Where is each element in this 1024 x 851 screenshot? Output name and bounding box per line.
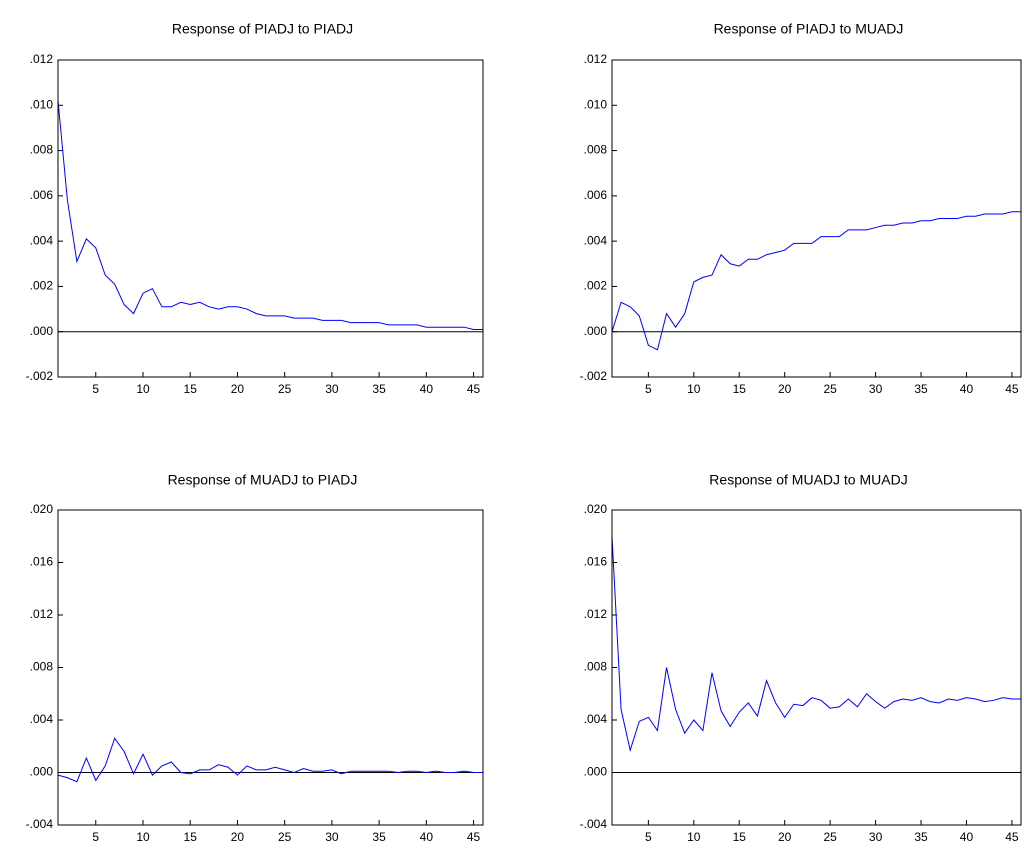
y-tick-label: .012 bbox=[30, 52, 54, 66]
y-tick-label: -.002 bbox=[580, 369, 608, 383]
x-tick-label: 10 bbox=[687, 830, 701, 844]
x-tick-label: 30 bbox=[325, 382, 339, 396]
y-tick-label: .008 bbox=[584, 143, 608, 157]
chart-title: Response of MUADJ to PIADJ bbox=[168, 472, 358, 488]
plot-frame bbox=[611, 509, 1022, 826]
y-tick-label: .006 bbox=[30, 188, 54, 202]
plot-frame bbox=[57, 59, 484, 378]
x-tick-label: 20 bbox=[778, 382, 792, 396]
y-tick-label: -.004 bbox=[580, 817, 608, 831]
chart-title: Response of MUADJ to MUADJ bbox=[709, 472, 907, 488]
y-tick-label: .004 bbox=[30, 712, 54, 726]
y-tick-label: .002 bbox=[30, 279, 54, 293]
x-tick-label: 20 bbox=[231, 382, 245, 396]
x-tick-label: 45 bbox=[1005, 830, 1019, 844]
x-tick-label: 45 bbox=[467, 830, 481, 844]
plot-frame bbox=[57, 509, 484, 826]
y-tick-label: .004 bbox=[584, 233, 608, 247]
x-tick-label: 15 bbox=[184, 830, 198, 844]
data-line bbox=[57, 737, 483, 783]
x-tick-label: 5 bbox=[645, 830, 652, 844]
x-tick-label: 20 bbox=[778, 830, 792, 844]
plot-frame bbox=[611, 59, 1022, 378]
x-tick-label: 40 bbox=[420, 382, 434, 396]
data-line bbox=[57, 100, 483, 330]
chart-title: Response of PIADJ to PIADJ bbox=[172, 21, 353, 37]
y-tick-label: .016 bbox=[30, 555, 54, 569]
y-tick-label: .012 bbox=[584, 52, 608, 66]
x-tick-label: 5 bbox=[92, 382, 99, 396]
x-tick-label: 45 bbox=[1005, 382, 1019, 396]
y-tick-label: .008 bbox=[30, 143, 54, 157]
x-tick-label: 25 bbox=[278, 382, 292, 396]
y-tick-label: .000 bbox=[30, 765, 54, 779]
x-tick-label: 25 bbox=[823, 830, 837, 844]
x-tick-label: 40 bbox=[420, 830, 434, 844]
x-tick-label: 25 bbox=[823, 382, 837, 396]
data-line bbox=[611, 211, 1021, 351]
y-tick-label: .000 bbox=[30, 324, 54, 338]
y-tick-label: .012 bbox=[30, 607, 54, 621]
x-tick-label: 5 bbox=[645, 382, 652, 396]
y-tick-label: .008 bbox=[30, 660, 54, 674]
x-tick-label: 40 bbox=[960, 830, 974, 844]
x-tick-label: 40 bbox=[960, 382, 974, 396]
x-tick-label: 30 bbox=[325, 830, 339, 844]
x-tick-label: 10 bbox=[687, 382, 701, 396]
chart-title: Response of PIADJ to MUADJ bbox=[714, 21, 904, 37]
x-tick-label: 15 bbox=[184, 382, 198, 396]
y-tick-label: -.004 bbox=[26, 817, 54, 831]
y-tick-label: -.002 bbox=[26, 369, 54, 383]
x-tick-label: 10 bbox=[136, 830, 150, 844]
x-tick-label: 35 bbox=[372, 382, 386, 396]
x-tick-label: 30 bbox=[869, 382, 883, 396]
x-tick-label: 30 bbox=[869, 830, 883, 844]
y-tick-label: .004 bbox=[30, 233, 54, 247]
y-tick-label: .010 bbox=[30, 97, 54, 111]
y-tick-label: .012 bbox=[584, 607, 608, 621]
y-tick-label: .004 bbox=[584, 712, 608, 726]
y-tick-label: .000 bbox=[584, 324, 608, 338]
data-line bbox=[611, 536, 1021, 753]
x-tick-label: 45 bbox=[467, 382, 481, 396]
y-tick-label: .006 bbox=[584, 188, 608, 202]
y-tick-label: .010 bbox=[584, 97, 608, 111]
y-tick-label: .020 bbox=[584, 502, 608, 516]
x-tick-label: 5 bbox=[92, 830, 99, 844]
y-tick-label: .008 bbox=[584, 660, 608, 674]
x-tick-label: 10 bbox=[136, 382, 150, 396]
y-tick-label: .002 bbox=[584, 279, 608, 293]
x-tick-label: 25 bbox=[278, 830, 292, 844]
y-tick-label: .016 bbox=[584, 555, 608, 569]
y-tick-label: .000 bbox=[584, 765, 608, 779]
x-tick-label: 35 bbox=[372, 830, 386, 844]
x-tick-label: 35 bbox=[914, 830, 928, 844]
x-tick-label: 35 bbox=[914, 382, 928, 396]
y-tick-label: .020 bbox=[30, 502, 54, 516]
x-tick-label: 15 bbox=[733, 382, 747, 396]
x-tick-label: 15 bbox=[733, 830, 747, 844]
x-tick-label: 20 bbox=[231, 830, 245, 844]
